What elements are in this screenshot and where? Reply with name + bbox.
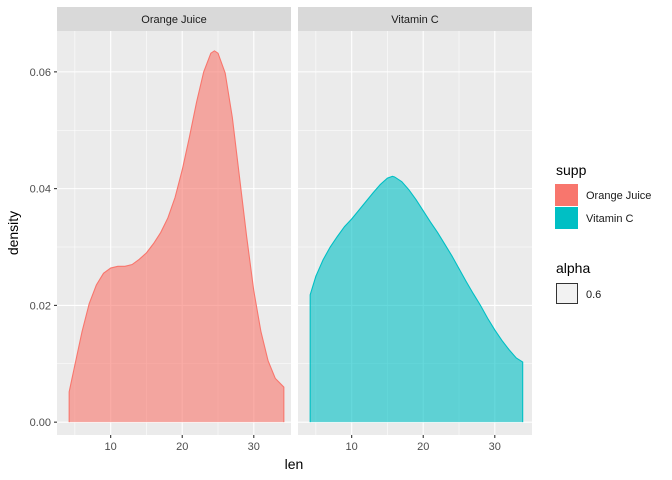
density-area-orange-juice <box>69 50 284 423</box>
density-outline-vitamin-c <box>309 175 524 423</box>
density-outline-orange-juice <box>68 50 285 423</box>
x-tick-label: 10 <box>346 441 358 453</box>
strip-header-orange-juice <box>57 7 291 31</box>
x-tick-label: 30 <box>489 441 501 453</box>
legend-key-vitamin-c <box>555 207 578 229</box>
x-tick-label: 20 <box>417 441 429 453</box>
legend-title-alpha: alpha <box>556 260 590 276</box>
y-tick-label: 0.04 <box>30 184 51 196</box>
legend-key-alpha <box>556 283 578 304</box>
x-tick-label: 10 <box>105 441 117 453</box>
legend-title-supp: supp <box>556 162 587 178</box>
y-tick-label: 0.06 <box>30 67 51 79</box>
y-tick-label: 0.00 <box>30 417 51 429</box>
x-tick-label: 30 <box>248 441 260 453</box>
strip-label-orange-juice: Orange Juice <box>141 14 206 26</box>
strip-label-vitamin-c: Vitamin C <box>391 14 439 26</box>
x-tick-label: 20 <box>176 441 188 453</box>
legend-label-vitamin-c: Vitamin C <box>586 213 634 225</box>
x-axis-title: len <box>285 456 304 472</box>
legend-label-alpha: 0.6 <box>586 289 601 301</box>
y-tick-label: 0.02 <box>30 300 51 312</box>
y-axis-title: density <box>5 211 21 255</box>
density-area-vitamin-c <box>310 176 523 423</box>
legend-label-orange-juice: Orange Juice <box>586 190 651 202</box>
legend-key-orange-juice <box>555 184 578 206</box>
strip-header-vitamin-c <box>298 7 532 31</box>
